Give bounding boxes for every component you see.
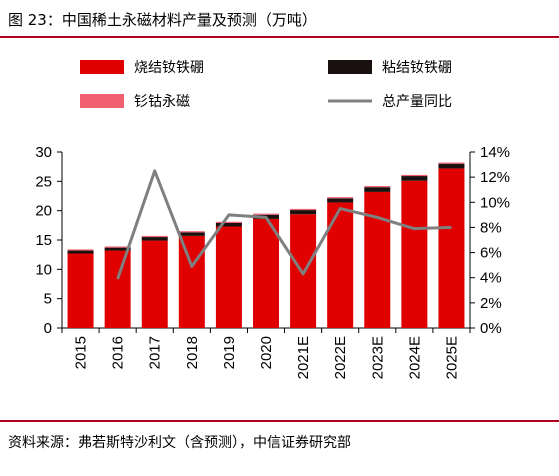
x-tick-label: 2016	[110, 336, 127, 369]
y-right-tick-label: 0%	[480, 320, 502, 337]
x-tick-label: 2022E	[332, 336, 349, 379]
y-right-tick-label: 6%	[480, 245, 502, 262]
legend-label-2: 钐钴永磁	[134, 94, 190, 110]
bar-bonded-ndfeb	[104, 247, 131, 251]
x-tick-label: 2015	[73, 336, 90, 369]
bar-sintered-ndfeb	[438, 168, 465, 328]
legend-swatch-1	[328, 60, 372, 74]
legend-label-1: 粘结钕铁硼	[382, 60, 452, 76]
bar-bonded-ndfeb	[141, 237, 168, 241]
x-tick-label: 2019	[221, 336, 238, 369]
x-tick-label: 2020	[258, 336, 275, 369]
y-left-tick-label: 20	[35, 203, 52, 220]
bar-samarium-cobalt	[178, 231, 205, 233]
bar-bonded-ndfeb	[401, 176, 428, 181]
bar-sintered-ndfeb	[67, 253, 94, 328]
y-left-tick-label: 10	[35, 261, 52, 278]
bar-samarium-cobalt	[141, 235, 168, 238]
bar-bonded-ndfeb	[327, 198, 354, 203]
bar-sintered-ndfeb	[364, 191, 391, 328]
bar-samarium-cobalt	[364, 186, 391, 188]
y-left-tick-label: 25	[35, 173, 52, 190]
bar-samarium-cobalt	[290, 208, 317, 211]
bar-samarium-cobalt	[253, 213, 279, 215]
y-right-tick-label: 8%	[480, 219, 502, 236]
x-tick-label: 2023E	[369, 336, 386, 379]
bar-sintered-ndfeb	[401, 180, 428, 328]
y-right-tick-label: 2%	[480, 295, 502, 312]
x-tick-label: 2017	[147, 336, 164, 369]
title-divider	[0, 36, 559, 38]
legend-swatch-0	[80, 60, 124, 74]
bar-samarium-cobalt	[438, 162, 465, 164]
bar-sintered-ndfeb	[104, 250, 131, 328]
bar-bonded-ndfeb	[290, 210, 317, 215]
x-tick-label: 2018	[184, 336, 201, 369]
y-left-tick-label: 15	[35, 232, 52, 249]
y-left-tick-label: 5	[44, 291, 52, 308]
y-right-tick-label: 14%	[480, 144, 510, 161]
legend-label-0: 烧结钕铁硼	[134, 60, 204, 76]
y-left-tick-label: 0	[44, 320, 52, 337]
bar-sintered-ndfeb	[141, 240, 168, 328]
y-right-tick-label: 12%	[480, 169, 510, 186]
bar-samarium-cobalt	[215, 221, 242, 223]
y-left-tick-label: 30	[35, 144, 52, 161]
source-divider	[0, 420, 559, 422]
x-tick-label: 2025E	[443, 336, 460, 379]
line-total-yoy	[116, 169, 452, 280]
bar-bonded-ndfeb	[178, 232, 205, 236]
bar-sintered-ndfeb	[253, 218, 279, 328]
bar-bonded-ndfeb	[215, 222, 242, 227]
x-tick-label: 2021E	[295, 336, 312, 379]
bar-samarium-cobalt	[401, 174, 428, 177]
figure-title: 图 23：中国稀土永磁材料产量及预测（万吨）	[8, 11, 317, 29]
bar-samarium-cobalt	[327, 197, 354, 199]
y-right-tick-label: 10%	[480, 194, 510, 211]
bar-bonded-ndfeb	[364, 187, 391, 192]
bar-samarium-cobalt	[104, 246, 131, 248]
bar-bonded-ndfeb	[438, 163, 465, 169]
y-right-tick-label: 4%	[480, 270, 502, 287]
legend-swatch-2	[80, 94, 124, 108]
legend-label-3: 总产量同比	[382, 94, 452, 110]
bar-sintered-ndfeb	[327, 202, 354, 328]
bar-sintered-ndfeb	[215, 226, 242, 328]
bar-bonded-ndfeb	[67, 250, 94, 254]
x-tick-label: 2024E	[406, 336, 423, 379]
bar-samarium-cobalt	[67, 249, 94, 251]
source-note: 资料来源：弗若斯特沙利文（含预测），中信证券研究部	[8, 435, 351, 451]
bar-sintered-ndfeb	[178, 235, 205, 328]
